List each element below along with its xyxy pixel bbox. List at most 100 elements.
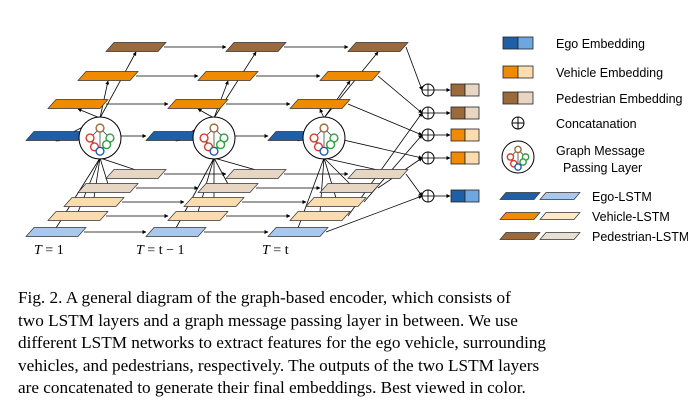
lower-vehicle-lstm-cell	[63, 197, 125, 207]
output-embedding-dark	[450, 83, 466, 97]
lower-pedestrian-lstm-cell	[77, 183, 139, 193]
time-label-t-minus-1: T = t − 1	[136, 243, 184, 258]
gmp-to-upper-arrow	[99, 51, 137, 119]
time-label-1: T = 1	[34, 243, 64, 258]
pedestrian-lstm-swatch-dark	[499, 232, 541, 240]
encoder-diagram: T = 1 T = t − 1 T = t Ego Embedding Vehi…	[25, 36, 688, 258]
gmp-node	[319, 146, 329, 156]
output-embedding-light	[464, 128, 480, 142]
graph-message-passing-layers	[78, 116, 346, 160]
lower-to-gmp-line	[99, 157, 109, 185]
gmp-node	[209, 146, 219, 156]
output-embedding-dark	[450, 106, 466, 120]
gmp-node	[514, 145, 522, 154]
lower-vehicle-lstm-cell	[183, 197, 245, 207]
graph-message-passing-layer-1	[78, 116, 122, 160]
ego-lstm-swatch-dark	[499, 192, 541, 200]
gmp-legend-circle	[501, 140, 535, 174]
upper-vehicle-lstm-cell	[47, 99, 109, 109]
caption-line-5: are concatenated to generate their final…	[18, 378, 526, 398]
upper-pedestrian-lstm-cell	[347, 42, 409, 52]
gmp-node	[319, 123, 329, 133]
lower-pedestrian-lstm-cell	[319, 183, 381, 193]
legend-pedestrian-lstm: Pedestrian-LSTM	[592, 230, 688, 244]
output-embedding-light	[464, 189, 480, 203]
lower-ego-lstm-cell	[145, 227, 207, 237]
lower-to-gmp-line	[213, 157, 229, 185]
gmp-node	[326, 140, 336, 150]
lower-ego-lstm-cell	[267, 227, 329, 237]
caption-line-4: vehicles, and pedestrians, respectively.…	[18, 355, 540, 375]
upper-pedestrian-lstm-cell	[225, 42, 287, 52]
to-concat-arrow	[405, 173, 423, 197]
pedestrian-embedding-swatch-dark	[502, 91, 519, 105]
gmp-node	[216, 140, 226, 150]
time-label-t: T = t	[262, 243, 289, 258]
lower-pedestrian-lstm-cell	[197, 183, 259, 193]
output-embedding-dark	[450, 128, 466, 142]
output-embedding-light	[464, 83, 480, 97]
graph-message-passing-layer-3	[302, 116, 346, 160]
gmp-node	[514, 163, 522, 171]
gmp-node	[209, 123, 219, 133]
output-embedding-light	[464, 151, 480, 165]
lstm-legend-swatches	[499, 192, 581, 240]
gmp-node	[85, 133, 95, 143]
gmp-node	[199, 133, 209, 143]
vehicle-lstm-swatch-dark	[499, 212, 541, 220]
lower-to-gmp-line	[213, 157, 257, 171]
vehicle-embedding-swatch-dark	[502, 65, 519, 79]
gmp-node	[102, 140, 112, 150]
upper-ego-lstm-cell	[25, 131, 87, 141]
upper-vehicle-lstm-cell	[289, 99, 351, 109]
graph-message-passing-layer-2	[192, 116, 236, 160]
lower-vehicle-lstm-cell	[305, 197, 367, 207]
ego-embedding-swatch-dark	[502, 36, 519, 50]
gmp-node	[519, 158, 527, 166]
upper-pedestrian-lstm-cell	[105, 42, 167, 52]
gmp-to-upper-arrow	[319, 108, 325, 119]
lower-vehicle-lstm-cell	[47, 211, 109, 221]
legend-vehicle-lstm: Vehicle-LSTM	[592, 210, 670, 224]
graph-message-passing-legend-icon	[501, 140, 535, 174]
concatenation-outputs	[421, 83, 480, 203]
pedestrian-lstm-swatch-light	[539, 232, 581, 240]
lower-vehicle-lstm-cell	[167, 211, 229, 221]
legend: Ego Embedding Vehicle Embedding Pedestri…	[499, 36, 688, 244]
legend-ego-embedding: Ego Embedding	[556, 37, 645, 51]
gmp-to-upper-arrow	[197, 108, 215, 119]
lower-to-gmp-line	[99, 157, 137, 171]
to-concat-arrow	[325, 195, 423, 233]
legend-pedestrian-embedding: Pedestrian Embedding	[556, 92, 683, 106]
legend-ego-lstm: Ego-LSTM	[592, 190, 652, 204]
legend-gmp-line2: Passing Layer	[563, 161, 642, 175]
caption-line-2: two LSTM layers and a graph message pass…	[18, 310, 518, 330]
vehicle-lstm-swatch-light	[539, 212, 581, 220]
gmp-node	[95, 123, 105, 133]
output-embedding-dark	[450, 189, 466, 203]
upper-vehicle-lstm-cell	[77, 71, 139, 81]
gmp-node	[95, 146, 105, 156]
lower-to-gmp-line	[323, 157, 379, 171]
ego-embedding-swatch-light	[517, 36, 534, 50]
figure-caption: Fig. 2. A general diagram of the graph-b…	[18, 287, 688, 400]
legend-concatenation: Concatanation	[556, 117, 637, 131]
to-concat-arrow	[347, 103, 423, 136]
gmp-to-upper-arrow	[77, 108, 101, 119]
time-labels: T = 1 T = t − 1 T = t	[34, 243, 289, 258]
upper-vehicle-lstm-cell	[319, 71, 381, 81]
lower-vehicle-lstm-cell	[289, 211, 351, 221]
concatenation-legend-icon	[511, 116, 525, 130]
ego-lstm-swatch-light	[539, 192, 581, 200]
caption-line-3: different LSTM networks to extract featu…	[18, 333, 547, 353]
lower-ego-lstm-cell	[25, 227, 87, 237]
upper-vehicle-lstm-cell	[167, 99, 229, 109]
legend-gmp-line1: Graph Message	[556, 144, 645, 158]
output-embedding-light	[464, 106, 480, 120]
gmp-node	[506, 153, 515, 161]
vehicle-embedding-swatch-light	[517, 65, 534, 79]
pedestrian-embedding-swatch-light	[517, 91, 534, 105]
output-embedding-dark	[450, 151, 466, 165]
upper-vehicle-lstm-cell	[197, 71, 259, 81]
caption-line-1: Fig. 2. A general diagram of the graph-b…	[18, 288, 511, 307]
